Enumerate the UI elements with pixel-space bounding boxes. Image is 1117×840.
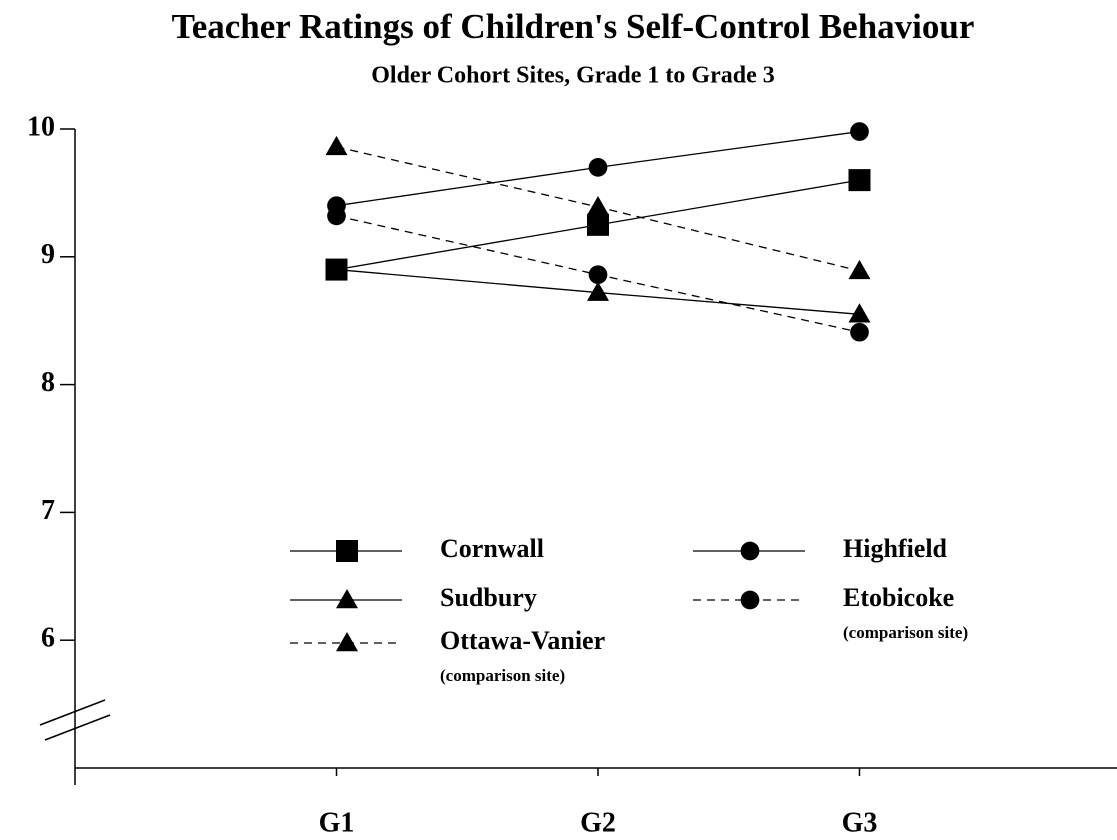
y-tick-label: 9 — [41, 239, 55, 270]
legend-note: (comparison site) — [843, 623, 968, 642]
y-tick-label: 6 — [41, 623, 55, 654]
y-tick-label: 10 — [27, 111, 55, 142]
marker — [336, 632, 358, 652]
y-tick-label: 7 — [41, 495, 55, 526]
x-tick-label: G1 — [319, 807, 355, 838]
marker — [740, 590, 760, 610]
chart-subtitle: Older Cohort Sites, Grade 1 to Grade 3 — [371, 63, 775, 89]
marker — [848, 303, 871, 323]
legend-label: Etobicoke — [843, 583, 954, 612]
legend-label: Cornwall — [440, 534, 544, 563]
marker — [587, 195, 609, 216]
marker — [848, 169, 871, 192]
marker — [850, 122, 869, 141]
marker — [336, 589, 358, 609]
marker — [588, 265, 608, 285]
legend-label: Ottawa-Vanier — [440, 626, 605, 655]
y-tick-label: 8 — [41, 367, 55, 398]
legend-note: (comparison site) — [440, 666, 565, 685]
marker — [587, 213, 609, 236]
x-tick-label: G2 — [580, 807, 616, 838]
marker — [325, 258, 348, 278]
marker — [336, 540, 358, 562]
legend-label: Sudbury — [440, 583, 537, 612]
marker — [848, 259, 871, 280]
marker — [325, 135, 348, 156]
axis-break — [39, 699, 106, 726]
marker — [588, 157, 608, 177]
chart-title: Teacher Ratings of Children's Self-Contr… — [172, 7, 975, 46]
marker — [587, 281, 609, 301]
legend-label: Highfield — [843, 534, 948, 563]
marker — [850, 322, 869, 342]
marker — [327, 206, 346, 226]
axis-break — [44, 714, 111, 741]
x-tick-label: G3 — [842, 807, 878, 838]
marker — [740, 541, 760, 561]
